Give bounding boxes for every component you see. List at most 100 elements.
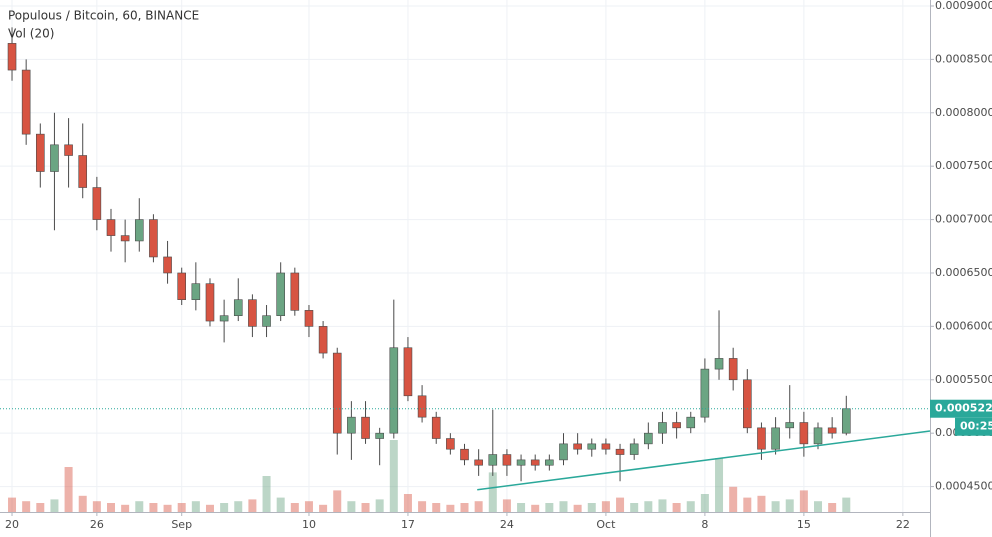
- candle-body: [474, 459, 483, 466]
- candle-body: [21, 69, 31, 135]
- candle-body: [601, 443, 611, 450]
- candle-body: [446, 438, 455, 450]
- candle-body: [233, 299, 243, 317]
- candle-body: [545, 459, 554, 466]
- y-tick-label: 0.0007000: [935, 213, 992, 226]
- volume-bar: [771, 501, 780, 512]
- candle-body: [658, 422, 667, 434]
- volume-bar: [107, 503, 116, 512]
- candle-body: [686, 416, 696, 429]
- candle-body: [177, 272, 187, 300]
- x-tick-label: 22: [896, 518, 910, 531]
- volume-bar: [488, 472, 497, 512]
- countdown-label: 00:25: [960, 420, 992, 433]
- volume-bar: [785, 499, 794, 512]
- y-tick-label: 0.0008500: [935, 52, 992, 65]
- candle-body: [799, 422, 809, 445]
- volume-bar: [64, 467, 73, 512]
- candle-body: [587, 443, 597, 450]
- volume-bar: [531, 504, 540, 512]
- candle-body: [700, 368, 710, 418]
- volume-bar: [842, 497, 851, 512]
- candle-body: [248, 299, 257, 327]
- volume-bar: [517, 503, 526, 512]
- volume-bar: [121, 504, 130, 512]
- volume-bar: [290, 503, 299, 512]
- volume-bar: [729, 486, 738, 512]
- candle-body: [106, 219, 116, 236]
- volume-bar: [616, 497, 625, 512]
- candle-body: [318, 326, 328, 354]
- volume-bar: [446, 504, 455, 512]
- last-price-box: [930, 399, 992, 418]
- volume-bar: [389, 440, 398, 512]
- candle-body: [92, 187, 102, 220]
- candle-body: [559, 443, 568, 461]
- candle-body: [785, 422, 795, 429]
- volume-bar: [644, 501, 653, 512]
- candle-body: [714, 358, 724, 370]
- volume-bar: [814, 501, 823, 512]
- volume-bar: [22, 501, 31, 512]
- y-tick-label: 0.0009000: [935, 0, 992, 12]
- candle-body: [771, 427, 780, 450]
- overlay: [0, 408, 931, 491]
- volume-bar: [601, 501, 610, 512]
- candle-body: [262, 315, 271, 327]
- volume-bar: [418, 501, 427, 512]
- x-tick-label: 24: [500, 518, 514, 531]
- volume-bar: [361, 503, 370, 512]
- candle-body: [516, 459, 526, 466]
- volume-bar: [36, 503, 45, 512]
- volume-bar: [191, 501, 200, 512]
- volume-bar: [573, 504, 582, 512]
- candle-body: [813, 427, 823, 445]
- volume-bar: [828, 503, 837, 512]
- x-tick-label: 26: [90, 518, 104, 531]
- y-tick-label: 0.0006000: [935, 319, 992, 332]
- candle-body: [502, 454, 512, 466]
- volume-bar: [630, 503, 639, 512]
- volume-bar: [672, 503, 681, 512]
- candle-body: [219, 315, 229, 322]
- candle-body: [841, 408, 851, 434]
- candle-body: [35, 133, 45, 172]
- candle-body: [64, 144, 73, 156]
- volume-bar: [375, 499, 384, 512]
- candle-body: [163, 256, 172, 274]
- candle-body: [120, 235, 130, 242]
- x-tick-label: 20: [5, 518, 19, 531]
- candle-body: [403, 347, 413, 397]
- y-tick-label: 0.0004500: [935, 480, 992, 493]
- volume-bar: [559, 501, 568, 512]
- candle-body: [728, 358, 738, 381]
- x-tick-label: 10: [302, 518, 316, 531]
- candle-body: [149, 219, 158, 258]
- candle-body: [134, 219, 144, 242]
- volume-bar: [262, 476, 271, 512]
- last-price-label: 0.0005229: [935, 402, 992, 415]
- candle-body: [290, 272, 300, 311]
- candle-body: [7, 43, 17, 71]
- volume-bar: [403, 494, 412, 512]
- volume-bar: [587, 503, 596, 512]
- volume-bar: [700, 494, 709, 512]
- candles: [7, 27, 851, 482]
- candle-body: [50, 144, 59, 172]
- volume-bar: [78, 495, 87, 512]
- volume-bar: [205, 504, 214, 512]
- candle-body: [431, 416, 441, 439]
- candle-body: [644, 432, 653, 445]
- x-tick-label: 15: [797, 518, 811, 531]
- candle-body: [488, 454, 498, 466]
- candle-body: [743, 379, 752, 429]
- candle-body: [629, 443, 639, 455]
- candle-body: [191, 283, 201, 300]
- countdown-box: [955, 417, 992, 436]
- candle-body: [827, 427, 837, 434]
- candle-body: [78, 155, 88, 188]
- volume-bar: [319, 504, 328, 512]
- volume-bar: [92, 501, 101, 512]
- volume-bar: [163, 504, 172, 512]
- candle-body: [417, 395, 427, 418]
